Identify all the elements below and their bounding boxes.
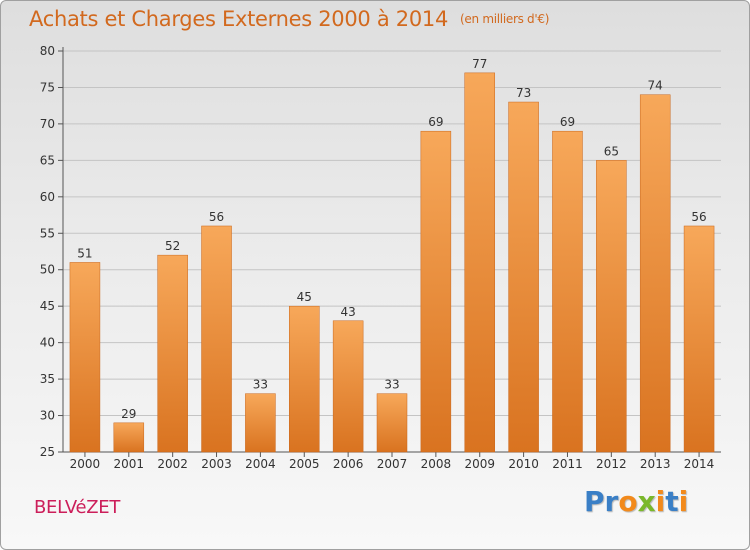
logo-letter: i bbox=[678, 485, 689, 518]
data-label-2012: 65 bbox=[604, 144, 619, 158]
bar-chart: 51 29 52 56 33 45 43 33 69 77 73 69 65 74 56 25 30 35 40 4… bbox=[40, 44, 721, 471]
bar-2011 bbox=[552, 130, 583, 453]
data-label-2004: 33 bbox=[253, 378, 268, 392]
data-label-2013: 74 bbox=[648, 79, 663, 93]
y-tick-label: 55 bbox=[40, 226, 55, 240]
logo-letter: o bbox=[618, 485, 638, 518]
data-label-2011: 69 bbox=[560, 115, 575, 129]
x-tick-label-2013: 2013 bbox=[640, 457, 671, 471]
bar-2006 bbox=[332, 320, 364, 453]
bar-2013 bbox=[639, 94, 671, 453]
bars bbox=[69, 72, 715, 453]
y-tick-label: 75 bbox=[40, 80, 55, 94]
x-tick-label-2001: 2001 bbox=[114, 457, 145, 471]
y-tick-label: 35 bbox=[40, 372, 55, 386]
y-tick-label: 45 bbox=[40, 299, 55, 313]
data-label-2007: 33 bbox=[384, 378, 399, 392]
tick-labels: 25 30 35 40 45 50 55 60 65 70 75 80 2000 2001 2002 2003… bbox=[40, 44, 715, 471]
bar-2008 bbox=[420, 130, 452, 453]
bar-2009 bbox=[464, 72, 495, 453]
bar-2001 bbox=[113, 422, 145, 453]
logo-letter: i bbox=[655, 485, 666, 518]
data-label-2005: 45 bbox=[297, 290, 312, 304]
y-tick-label: 50 bbox=[40, 263, 55, 277]
x-tick-label-2007: 2007 bbox=[377, 457, 408, 471]
data-label-2014: 56 bbox=[691, 210, 706, 224]
y-tick-label: 65 bbox=[40, 153, 55, 167]
data-label-2006: 43 bbox=[340, 305, 355, 319]
y-tick-label: 40 bbox=[40, 336, 55, 350]
x-tick-label-2006: 2006 bbox=[333, 457, 364, 471]
bar-2014 bbox=[683, 225, 715, 453]
bar-2012 bbox=[596, 160, 627, 453]
logo-letter: P bbox=[584, 485, 605, 518]
chart-title-text: Achats et Charges Externes 2000 à 2014 bbox=[29, 7, 449, 31]
y-tick-label: 30 bbox=[40, 409, 55, 423]
data-label-2010: 73 bbox=[516, 86, 531, 100]
data-label-2000: 51 bbox=[77, 246, 92, 260]
x-tick-label-2004: 2004 bbox=[245, 457, 276, 471]
logo-letter: x bbox=[637, 485, 656, 518]
y-tick-label: 60 bbox=[40, 190, 55, 204]
bar-2003 bbox=[201, 225, 232, 453]
chart-unit-label: (en milliers d'€) bbox=[460, 12, 550, 26]
bar-2010 bbox=[508, 101, 539, 453]
data-label-2003: 56 bbox=[209, 210, 224, 224]
bar-2004 bbox=[245, 393, 276, 453]
x-tick-label-2010: 2010 bbox=[508, 457, 539, 471]
bar-2007 bbox=[376, 393, 408, 453]
proxiti-logo[interactable]: Proxiti bbox=[584, 485, 688, 518]
x-tick-label-2011: 2011 bbox=[552, 457, 583, 471]
x-tick-label-2003: 2003 bbox=[201, 457, 232, 471]
logo-letter: r bbox=[604, 485, 619, 518]
data-label-2002: 52 bbox=[165, 239, 180, 253]
x-tick-label-2012: 2012 bbox=[596, 457, 627, 471]
y-tick-label: 80 bbox=[40, 44, 55, 58]
y-tick-label: 25 bbox=[40, 445, 55, 459]
x-tick-label-2000: 2000 bbox=[70, 457, 101, 471]
bar-2000 bbox=[69, 262, 101, 453]
x-tick-label-2008: 2008 bbox=[421, 457, 452, 471]
bar-2005 bbox=[289, 305, 320, 453]
bar-2002 bbox=[157, 254, 188, 453]
data-label-2001: 29 bbox=[121, 407, 136, 421]
x-tick-label-2005: 2005 bbox=[289, 457, 320, 471]
y-tick-label: 70 bbox=[40, 117, 55, 131]
data-label-2008: 69 bbox=[428, 115, 443, 129]
x-tick-label-2002: 2002 bbox=[157, 457, 188, 471]
logo-letter: t bbox=[665, 485, 679, 518]
chart-title: Achats et Charges Externes 2000 à 2014 (e… bbox=[29, 7, 549, 31]
x-tick-label-2014: 2014 bbox=[684, 457, 715, 471]
place-name: BELVéZET bbox=[34, 497, 121, 518]
data-label-2009: 77 bbox=[472, 57, 487, 71]
data-labels: 51 29 52 56 33 45 43 33 69 77 73 69 65 74 56 bbox=[77, 57, 706, 421]
x-tick-label-2009: 2009 bbox=[464, 457, 495, 471]
